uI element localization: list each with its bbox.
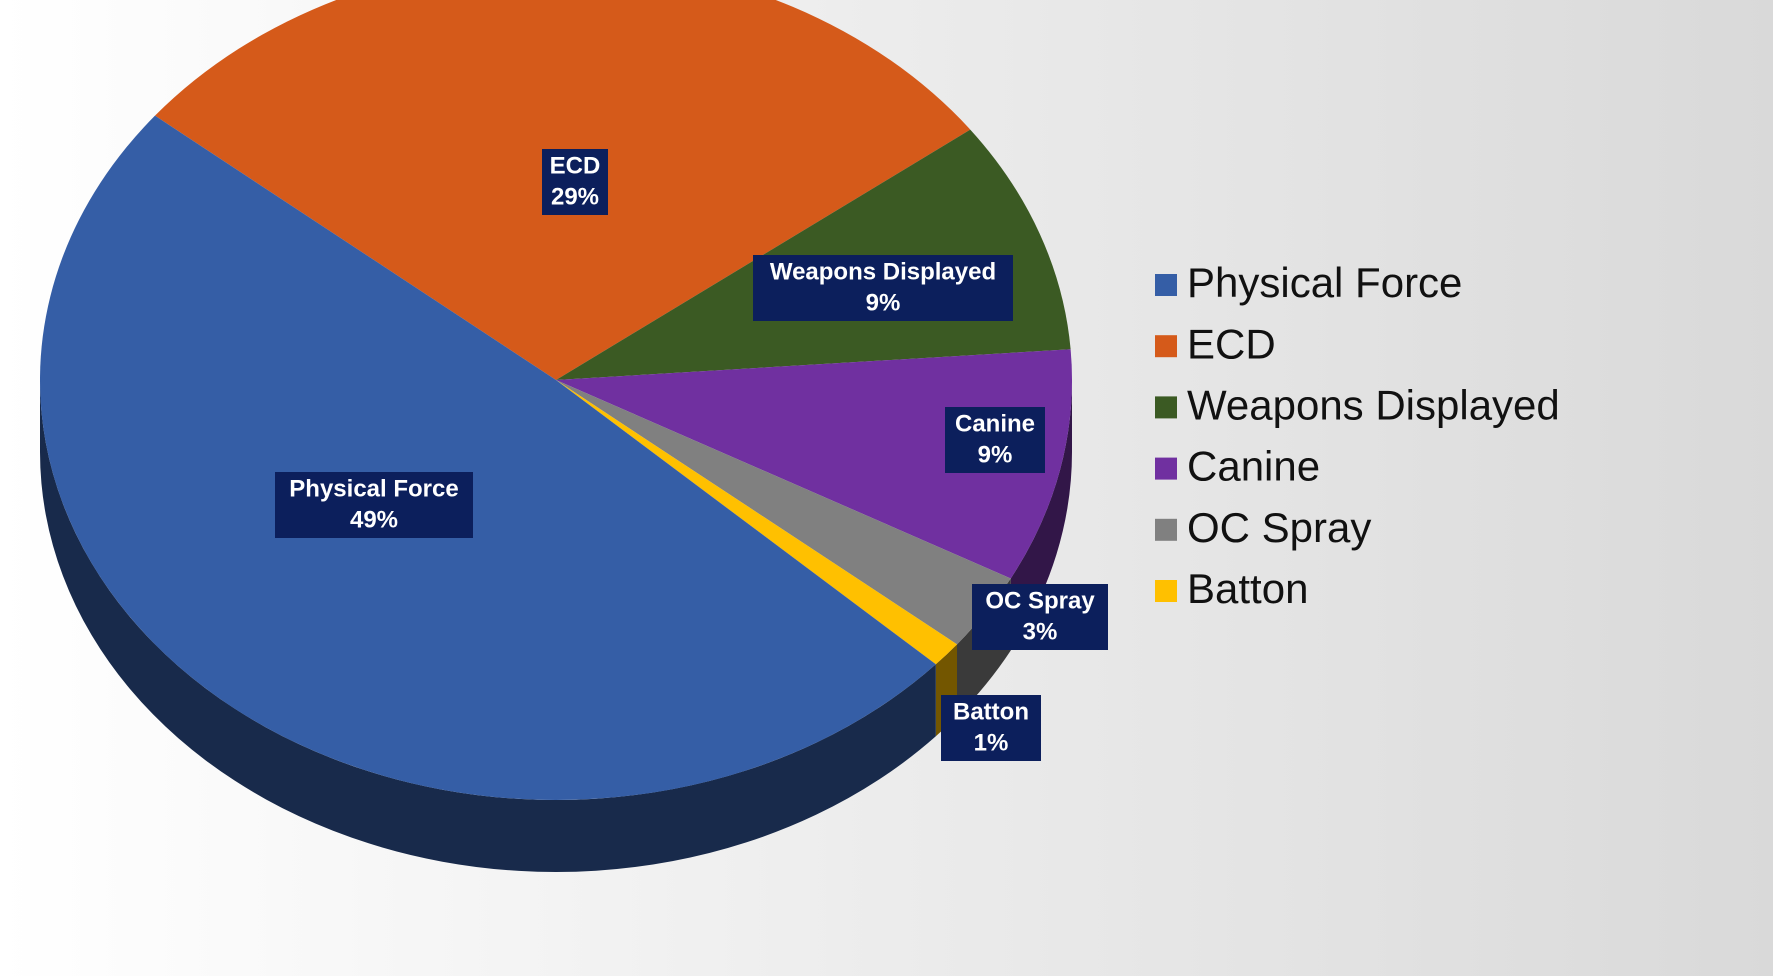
legend-swatch bbox=[1155, 518, 1177, 541]
label-box bbox=[275, 472, 473, 538]
legend-label: OC Spray bbox=[1187, 504, 1371, 551]
label-category: Weapons Displayed bbox=[770, 258, 996, 285]
label-category: Physical Force bbox=[289, 475, 458, 502]
label-value: 29% bbox=[551, 183, 599, 210]
label-value: 9% bbox=[978, 441, 1013, 468]
slice-side bbox=[1010, 380, 1072, 651]
legend-swatch bbox=[1155, 335, 1177, 358]
legend-swatch bbox=[1155, 580, 1177, 602]
legend-label: Physical Force bbox=[1187, 259, 1462, 306]
label-box bbox=[945, 407, 1045, 473]
legend-label: Weapons Displayed bbox=[1187, 381, 1560, 428]
label-box bbox=[972, 584, 1108, 650]
data-labels: Physical Force 49% ECD 29% Weapons Displayed… bbox=[275, 149, 1108, 761]
legend-label: Canine bbox=[1187, 443, 1320, 490]
slice bbox=[556, 380, 958, 665]
slice-side bbox=[40, 380, 936, 872]
label-value: 3% bbox=[1023, 618, 1058, 645]
label-category: Canine bbox=[955, 410, 1035, 437]
legend-label: ECD bbox=[1187, 320, 1276, 367]
label-box bbox=[941, 695, 1041, 761]
legend-swatch bbox=[1155, 396, 1177, 419]
label-category: Batton bbox=[953, 698, 1029, 725]
label-box bbox=[542, 149, 608, 215]
legend-swatch bbox=[1155, 274, 1177, 296]
label-value: 9% bbox=[866, 289, 901, 316]
legend-label: Batton bbox=[1187, 565, 1308, 612]
label-category: OC Spray bbox=[985, 587, 1095, 614]
label-value: 49% bbox=[350, 506, 398, 533]
slice bbox=[556, 380, 1011, 645]
label-value: 1% bbox=[974, 729, 1009, 756]
legend: Physical Force ECD Weapons Displayed Canine… bbox=[1155, 259, 1560, 612]
legend-swatch bbox=[1155, 457, 1177, 480]
label-category: ECD bbox=[550, 152, 601, 179]
slice bbox=[39, 115, 936, 801]
slice bbox=[556, 349, 1072, 579]
label-box bbox=[753, 255, 1013, 321]
